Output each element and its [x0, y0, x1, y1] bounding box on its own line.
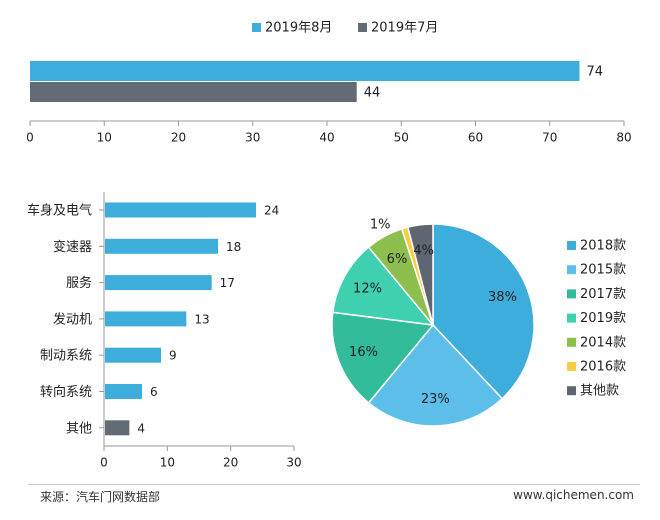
cat-label-4: 发动机	[53, 311, 92, 327]
legend-swatch-1	[252, 23, 261, 32]
pie-legend-label-5: 2014款	[580, 335, 626, 350]
pie-legend-swatch-2	[567, 265, 576, 275]
pie-slice-7	[406, 223, 434, 326]
pie-value-label-2: 23%	[421, 392, 450, 407]
cat-bar-3	[105, 275, 212, 291]
pie-value-label-7: 4%	[413, 243, 434, 258]
cat-value-label-1: 24	[264, 204, 279, 218]
cat-bar-4	[105, 311, 187, 327]
cat-x-tick-label-1: 0	[100, 456, 108, 470]
pie-slice-1	[432, 223, 535, 400]
top-x-tick-label-9: 80	[616, 131, 631, 145]
cat-label-1: 车身及电气	[27, 203, 92, 219]
top-x-tick-label-1: 0	[26, 131, 34, 145]
cat-label-2: 变速器	[53, 239, 92, 255]
cat-x-tick-label-4: 30	[286, 456, 301, 470]
cat-bar-6	[105, 384, 142, 399]
pie-value-label-3: 16%	[349, 345, 378, 360]
legend-swatch-2	[358, 23, 367, 32]
bar-1	[30, 61, 580, 81]
website-label: www.qichemen.com	[513, 488, 634, 502]
pie-legend-label-3: 2017款	[580, 287, 626, 302]
top-x-tick-label-3: 20	[171, 131, 186, 145]
pie-slice-4	[331, 246, 435, 326]
pie-value-label-6: 1%	[370, 218, 391, 233]
pie-legend-label-1: 2018款	[580, 239, 626, 254]
cat-bar-7	[105, 420, 130, 436]
cat-value-label-6: 6	[150, 385, 158, 399]
top-x-tick-label-8: 70	[542, 131, 557, 145]
bar-value-label-2: 44	[364, 86, 381, 101]
pie-legend-swatch-7	[567, 386, 576, 396]
cat-label-3: 服务	[66, 275, 92, 291]
cat-x-tick-label-3: 20	[223, 456, 238, 470]
cat-value-label-2: 18	[226, 240, 241, 254]
cat-x-tick-label-2: 10	[160, 456, 175, 470]
cat-value-label-7: 4	[137, 421, 145, 435]
bar-value-label-1: 74	[586, 65, 603, 80]
cat-label-5: 制动系统	[40, 349, 92, 364]
pie-value-label-5: 6%	[387, 252, 408, 267]
pie-legend-swatch-3	[567, 289, 576, 299]
pie-legend-swatch-5	[567, 337, 576, 347]
pie-legend-swatch-4	[567, 313, 576, 323]
cat-bar-2	[105, 238, 218, 254]
top-x-tick-label-5: 40	[319, 131, 334, 145]
source-note: 来源：汽车门网数据部	[40, 490, 161, 504]
legend-label-2: 2019年7月	[371, 21, 438, 36]
cat-bar-1	[105, 202, 256, 218]
top-x-tick-label-6: 50	[394, 131, 409, 145]
cat-bar-5	[105, 347, 161, 363]
pie-legend-label-4: 2019款	[580, 311, 626, 326]
cat-label-7: 其他	[66, 421, 92, 436]
cat-value-label-4: 13	[194, 312, 209, 326]
pie-slice-2	[367, 323, 504, 427]
top-x-tick-label-4: 30	[245, 131, 260, 145]
cat-value-label-3: 17	[220, 276, 235, 290]
cat-label-6: 转向系统	[40, 384, 92, 400]
pie-slice-3	[331, 311, 435, 404]
legend-label-1: 2019年8月	[265, 21, 332, 36]
cat-value-label-5: 9	[169, 349, 177, 363]
pie-legend-label-7: 其他款	[580, 384, 619, 399]
pie-legend-swatch-6	[567, 362, 576, 371]
pie-legend-label-6: 2016款	[580, 360, 626, 375]
top-x-tick-label-7: 60	[468, 131, 483, 145]
pie-value-label-1: 38%	[488, 290, 517, 305]
bar-2	[30, 82, 357, 102]
top-x-tick-label-2: 10	[97, 131, 112, 145]
pie-value-label-4: 12%	[353, 281, 382, 296]
footer-divider	[28, 484, 640, 485]
pie-legend-label-2: 2015款	[580, 263, 626, 278]
pie-legend-swatch-1	[567, 241, 576, 250]
